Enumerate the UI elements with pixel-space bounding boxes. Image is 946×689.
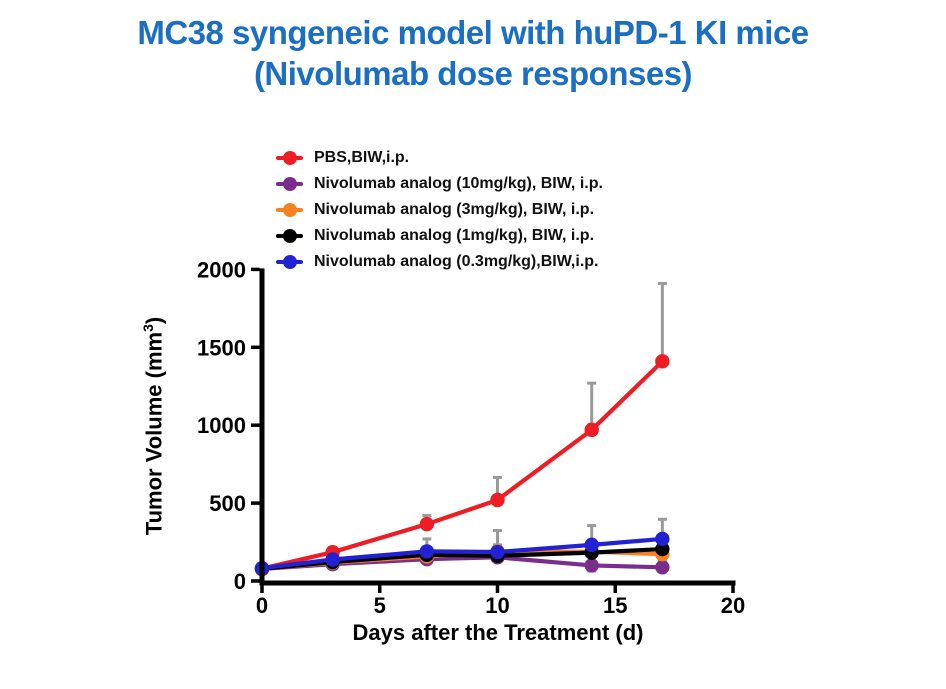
legend-item-label: PBS,BIW,i.p. (314, 149, 410, 166)
y-tick-label: 2000 (197, 257, 246, 282)
y-axis-label-sup: 3 (140, 324, 156, 332)
legend-series-marker-icon (276, 249, 303, 275)
legend-item: Nivolumab analog (3mg/kg), BIW, i.p. (276, 197, 603, 223)
legend-item-label: Nivolumab analog (10mg/kg), BIW, i.p. (314, 175, 603, 192)
data-point (419, 516, 435, 532)
data-point (490, 544, 505, 560)
legend-item: Nivolumab analog (1mg/kg), BIW, i.p. (276, 223, 603, 249)
legend-item-label: Nivolumab analog (3mg/kg), BIW, i.p. (314, 201, 595, 218)
slide-title-line1: MC38 syngeneic model with huPD-1 KI mice (137, 14, 809, 51)
y-tick-label: 0 (234, 569, 246, 594)
legend-series-marker-icon (276, 171, 303, 197)
x-tick-label: 10 (485, 593, 509, 618)
chart-legend: PBS,BIW,i.p. Nivolumab analog (10mg/kg), … (276, 145, 603, 275)
series-line (259, 546, 665, 571)
y-axis-label-close: ) (141, 316, 167, 325)
legend-series-marker-icon (276, 145, 303, 171)
data-point (584, 558, 599, 573)
y-tick-label: 1500 (197, 335, 246, 360)
data-point (584, 537, 599, 553)
x-tick-label: 0 (256, 593, 268, 618)
y-axis-label: Tumor Volume (mm3) (140, 261, 168, 591)
legend-series-marker-icon (276, 197, 303, 223)
data-point (490, 492, 505, 508)
x-tick-label: 20 (721, 593, 745, 618)
data-point (655, 531, 670, 547)
data-point (419, 544, 435, 559)
legend-item: Nivolumab analog (10mg/kg), BIW, i.p. (276, 171, 603, 197)
legend-item-label: Nivolumab analog (1mg/kg), BIW, i.p. (314, 227, 595, 244)
series-line (259, 359, 665, 571)
x-tick-label: 15 (603, 593, 627, 618)
x-tick-label: 5 (374, 593, 386, 618)
data-point (655, 354, 670, 369)
data-point (655, 541, 670, 557)
legend-item: PBS,BIW,i.p. (276, 145, 603, 171)
y-axis-label-text: Tumor Volume (mm (141, 331, 167, 536)
legend-item: Nivolumab analog (0.3mg/kg),BIW,i.p. (276, 249, 603, 275)
y-tick-label: 1000 (197, 413, 246, 438)
data-point (584, 422, 599, 438)
legend-item-label: Nivolumab analog (0.3mg/kg),BIW,i.p. (314, 253, 599, 270)
series-line (259, 536, 665, 571)
y-tick-label: 500 (209, 491, 246, 516)
x-axis-label: Days after the Treatment (d) (352, 620, 644, 645)
data-point (325, 552, 340, 567)
data-point (655, 560, 670, 575)
slide-title-line2: (Nivolumab dose responses) (253, 55, 693, 92)
legend-series-marker-icon (276, 223, 303, 249)
slide-title: MC38 syngeneic model with huPD-1 KI mice… (0, 12, 946, 94)
